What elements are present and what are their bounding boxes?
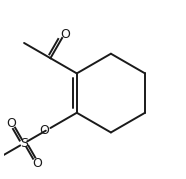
Text: O: O [32, 157, 42, 170]
Text: O: O [39, 124, 49, 137]
Text: O: O [6, 117, 16, 130]
Text: S: S [20, 137, 28, 150]
Text: O: O [61, 28, 71, 41]
